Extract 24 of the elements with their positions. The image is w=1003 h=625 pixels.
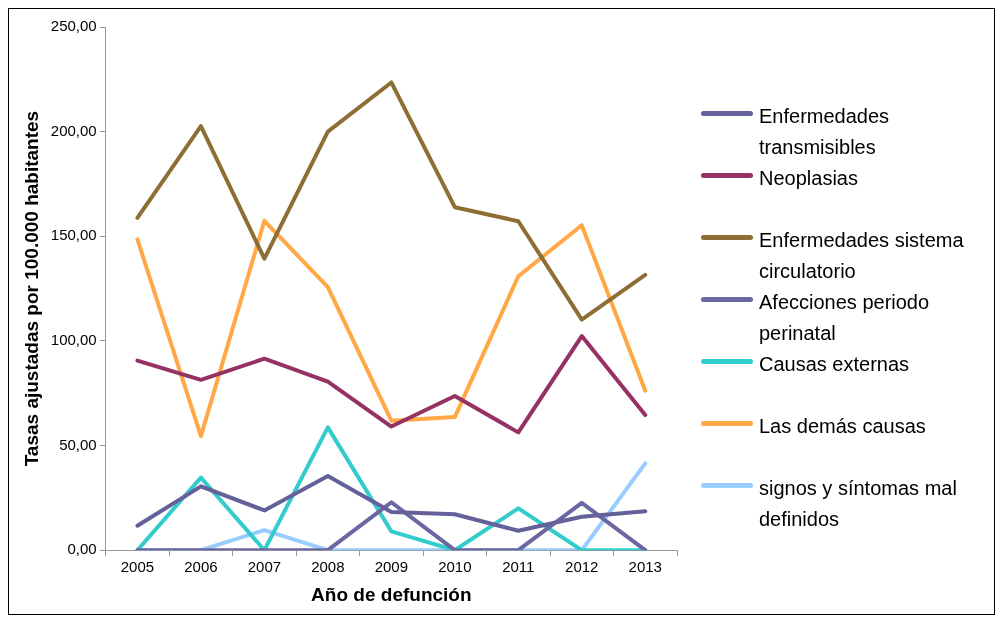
x-tick-label: 2006 (184, 558, 218, 576)
y-tick-label: 100,00 (50, 331, 97, 349)
legend-label: Enfermedades sistema circulatorio (759, 228, 965, 284)
x-tick-label: 2010 (438, 558, 472, 576)
x-tick-label: 2008 (311, 558, 345, 576)
y-axis-title: Tasas ajustadas por 100.000 habitantes (20, 110, 42, 467)
y-tick-label: 0,00 (67, 540, 97, 558)
y-tick-label: 200,00 (50, 121, 97, 139)
legend-label: signos y síntomas mal definidos (759, 476, 958, 532)
legend-label: Enfermedades transmisibles (759, 104, 891, 160)
x-tick-label: 2007 (247, 558, 282, 576)
legend-label: Causas externas (759, 352, 910, 377)
x-tick-label: 2005 (120, 558, 155, 576)
legend-label: Las demás causas (759, 414, 926, 439)
legend-label: Afecciones periodo perinatal (759, 290, 931, 346)
y-tick-label: 150,00 (50, 226, 97, 244)
legend-label: Neoplasias (759, 166, 858, 191)
x-tick-label: 2013 (628, 558, 662, 576)
x-tick-label: 2012 (565, 558, 599, 576)
y-tick-label: 250,00 (50, 17, 97, 35)
x-axis-title: Año de defunción (311, 583, 472, 605)
y-tick-label: 50,00 (59, 435, 97, 453)
x-tick-label: 2009 (374, 558, 409, 576)
x-tick-label: 2011 (502, 558, 535, 576)
